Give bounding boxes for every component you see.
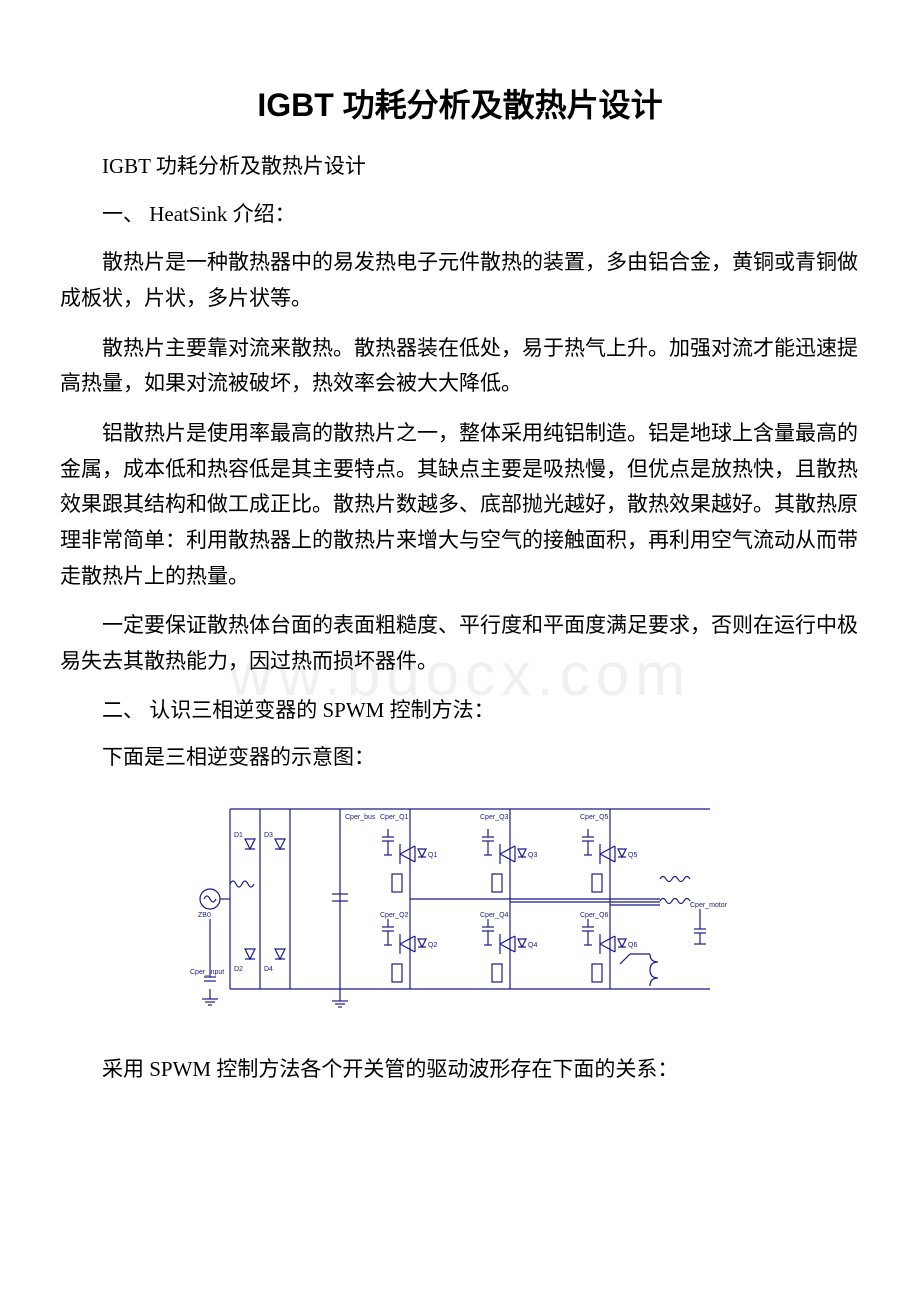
svg-text:Cper_Q2: Cper_Q2	[380, 912, 409, 919]
inverter-schematic: D1 D3 D2 D4 Q1 Q2 Q3 Q4 Q5 Q6 Cper_bus C…	[60, 789, 860, 1034]
svg-text:Q4: Q4	[528, 942, 537, 949]
paragraph-6: 采用 SPWM 控制方法各个开关管的驱动波形存在下面的关系：	[60, 1052, 860, 1088]
svg-text:Q6: Q6	[628, 942, 637, 949]
svg-text:Cper_Q5: Cper_Q5	[580, 814, 609, 821]
paragraph-1: 散热片是一种散热器中的易发热电子元件散热的装置，多由铝合金，黄铜或青铜做成板状，…	[60, 245, 860, 316]
svg-text:D3: D3	[264, 832, 273, 839]
subtitle-line: IGBT 功耗分析及散热片设计	[60, 150, 860, 184]
paragraph-2: 散热片主要靠对流来散热。散热器装在低处，易于热气上升。加强对流才能迅速提高热量，…	[60, 331, 860, 402]
paragraph-4: 一定要保证散热体台面的表面粗糙度、平行度和平面度满足要求，否则在运行中极易失去其…	[60, 608, 860, 679]
svg-text:Cper_input: Cper_input	[190, 969, 224, 976]
svg-text:Q2: Q2	[428, 942, 437, 949]
svg-text:D2: D2	[234, 966, 243, 973]
svg-text:Cper_motor: Cper_motor	[690, 902, 728, 909]
svg-text:ZB0: ZB0	[198, 912, 211, 919]
paragraph-3: 铝散热片是使用率最高的散热片之一，整体采用纯铝制造。铝是地球上含量最高的金属，成…	[60, 416, 860, 594]
svg-text:Cper_Q3: Cper_Q3	[480, 814, 509, 821]
svg-text:D1: D1	[234, 832, 243, 839]
svg-text:Cper_Q4: Cper_Q4	[480, 912, 509, 919]
svg-text:Q3: Q3	[528, 852, 537, 859]
section-heading-2: 二、 认识三相逆变器的 SPWM 控制方法：	[60, 694, 860, 728]
svg-text:D4: D4	[264, 966, 273, 973]
svg-text:Q5: Q5	[628, 852, 637, 859]
svg-text:Cper_Q1: Cper_Q1	[380, 814, 409, 821]
paragraph-5: 下面是三相逆变器的示意图：	[60, 741, 860, 775]
svg-text:Cper_Q6: Cper_Q6	[580, 912, 609, 919]
svg-text:Cper_bus: Cper_bus	[345, 814, 376, 821]
page-title: IGBT 功耗分析及散热片设计	[60, 80, 860, 126]
section-heading-1: 一、 HeatSink 介绍：	[60, 198, 860, 232]
svg-text:Q1: Q1	[428, 852, 437, 859]
